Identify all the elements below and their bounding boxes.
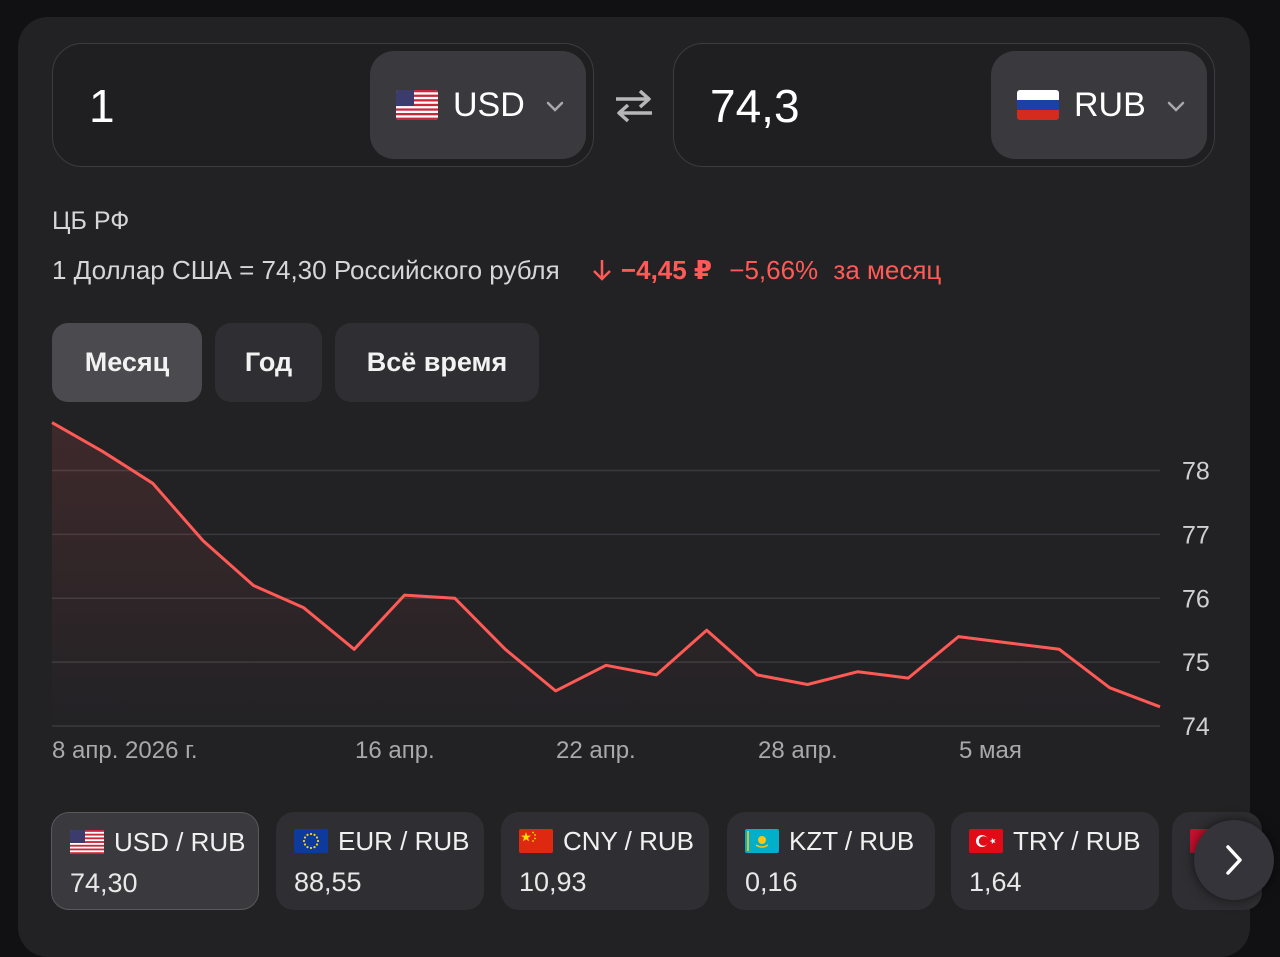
period-year-button[interactable]: Год bbox=[215, 323, 322, 402]
rate-summary: 1 Доллар США = 74,30 Российского рубля −… bbox=[52, 255, 941, 286]
y-tick-label: 78 bbox=[1182, 458, 1210, 486]
from-amount-input[interactable] bbox=[89, 78, 349, 134]
y-tick-label: 76 bbox=[1182, 585, 1210, 613]
arrow-down-icon bbox=[593, 260, 611, 281]
pair-name: KZT / RUB bbox=[789, 826, 915, 856]
from-currency-select[interactable]: USD bbox=[370, 51, 586, 159]
rate-chart[interactable]: 78 77 76 75 74 8 апр. 2026 г. 16 апр. 22 апр. 2… bbox=[0, 400, 1280, 780]
y-tick-label: 75 bbox=[1182, 649, 1210, 677]
pair-card-usd-rub[interactable]: USD / RUB 74,30 bbox=[51, 812, 259, 910]
x-tick-label: 22 апр. bbox=[556, 737, 636, 764]
period-all-time-button[interactable]: Всё время bbox=[335, 323, 539, 402]
us-flag-icon bbox=[396, 90, 438, 120]
pair-name: TRY / RUB bbox=[1013, 826, 1141, 856]
us-flag-icon bbox=[70, 830, 104, 854]
pair-name: USD / RUB bbox=[114, 827, 246, 857]
y-tick-label: 74 bbox=[1182, 713, 1210, 741]
pair-value: 10,93 bbox=[519, 867, 587, 897]
x-tick-label: 16 апр. bbox=[355, 737, 435, 764]
pair-value: 1,64 bbox=[969, 867, 1022, 897]
pair-name: EUR / RUB bbox=[338, 826, 470, 856]
to-amount-input[interactable] bbox=[710, 78, 970, 134]
pair-value: 88,55 bbox=[294, 867, 362, 897]
rate-text: 1 Доллар США = 74,30 Российского рубля bbox=[52, 255, 560, 285]
chevron-right-icon bbox=[1226, 845, 1242, 875]
swap-icon[interactable] bbox=[612, 86, 656, 126]
pair-card-try-rub[interactable]: TRY / RUB 1,64 bbox=[951, 812, 1159, 910]
pair-name: CNY / RUB bbox=[563, 826, 694, 856]
cn-flag-icon bbox=[519, 829, 553, 853]
x-tick-label: 5 мая bbox=[959, 737, 1022, 764]
rate-source: ЦБ РФ bbox=[52, 207, 130, 235]
pair-card-kzt-rub[interactable]: KZT / RUB 0,16 bbox=[727, 812, 935, 910]
next-pairs-button[interactable] bbox=[1194, 820, 1274, 900]
eu-flag-icon bbox=[294, 829, 328, 853]
pair-card-cny-rub[interactable]: CNY / RUB 10,93 bbox=[501, 812, 709, 910]
x-tick-label: 28 апр. bbox=[758, 737, 838, 764]
x-tick-label: 8 апр. 2026 г. bbox=[52, 737, 198, 764]
change-period: за месяц bbox=[833, 255, 942, 285]
change-percent: −5,66% bbox=[729, 255, 819, 285]
y-tick-label: 77 bbox=[1182, 521, 1210, 549]
pair-value: 74,30 bbox=[70, 868, 138, 898]
from-currency-code: USD bbox=[453, 86, 525, 124]
chart-area-fill bbox=[52, 422, 1160, 726]
chart-series-line bbox=[51, 421, 1161, 709]
converter-card bbox=[18, 17, 1250, 957]
ru-flag-icon bbox=[1017, 90, 1059, 120]
change-absolute: −4,45 ₽ bbox=[620, 255, 713, 285]
to-currency-code: RUB bbox=[1074, 86, 1146, 124]
pair-card-eur-rub[interactable]: EUR / RUB 88,55 bbox=[276, 812, 484, 910]
to-currency-select[interactable]: RUB bbox=[991, 51, 1207, 159]
period-month-button[interactable]: Месяц bbox=[52, 323, 202, 402]
from-converter-box: USD bbox=[52, 43, 594, 167]
chevron-down-icon bbox=[1167, 101, 1185, 112]
chevron-down-icon bbox=[546, 101, 564, 112]
pair-value: 0,16 bbox=[745, 867, 798, 897]
to-converter-box: RUB bbox=[673, 43, 1215, 167]
tr-flag-icon bbox=[969, 829, 1003, 853]
kz-flag-icon bbox=[745, 829, 779, 853]
